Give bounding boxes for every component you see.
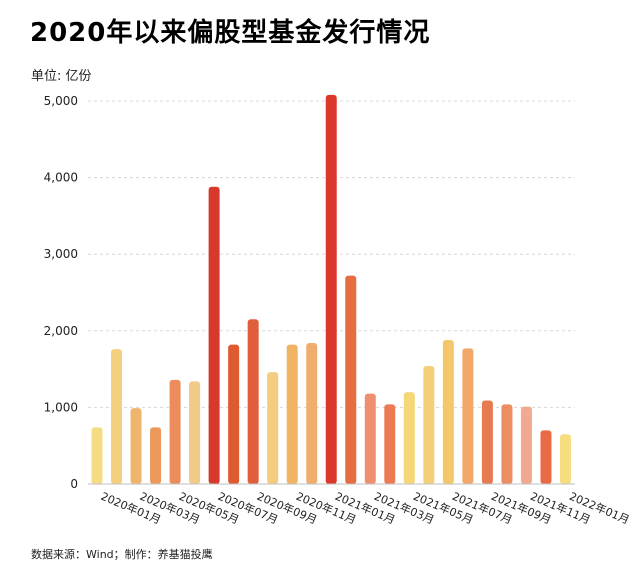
bar: [306, 343, 318, 484]
bar: [150, 427, 162, 484]
bar: [442, 339, 454, 484]
bar: [228, 344, 240, 484]
bar: [325, 94, 337, 484]
bar: [423, 366, 435, 484]
bar: [345, 275, 357, 484]
bar: [208, 186, 220, 485]
bar: [286, 344, 298, 484]
bar: [169, 379, 181, 484]
bar: [384, 404, 396, 484]
bars: [91, 94, 571, 485]
bar: [247, 319, 259, 484]
bar: [91, 427, 103, 484]
bar: [364, 393, 376, 484]
y-axis: 0 1,000 2,000 3,000 4,000 5,000: [44, 94, 78, 491]
y-tick-label: 1,000: [44, 400, 78, 414]
chart-title: 2020年以来偏股型基金发行情况: [30, 18, 431, 48]
y-tick-label: 5,000: [44, 94, 78, 108]
unit-label: 单位: 亿份: [31, 69, 92, 84]
bar: [559, 434, 571, 484]
x-axis: 2020年01月2020年03月2020年05月2020年07月2020年09月…: [88, 483, 632, 527]
bar: [462, 348, 474, 484]
y-tick-label: 3,000: [44, 247, 78, 261]
bar: [540, 430, 552, 484]
source-label: 数据来源：Wind；制作：养基猫投鹰: [31, 548, 213, 561]
bar: [130, 408, 142, 484]
bar: [520, 406, 532, 484]
bar: [267, 372, 279, 484]
bar: [403, 392, 415, 484]
bar: [481, 400, 493, 484]
bar: [189, 381, 201, 484]
y-tick-label: 2,000: [44, 324, 78, 338]
bar: [111, 349, 123, 484]
y-tick-label: 0: [70, 477, 78, 491]
y-tick-label: 4,000: [44, 171, 78, 185]
bar: [501, 404, 513, 484]
